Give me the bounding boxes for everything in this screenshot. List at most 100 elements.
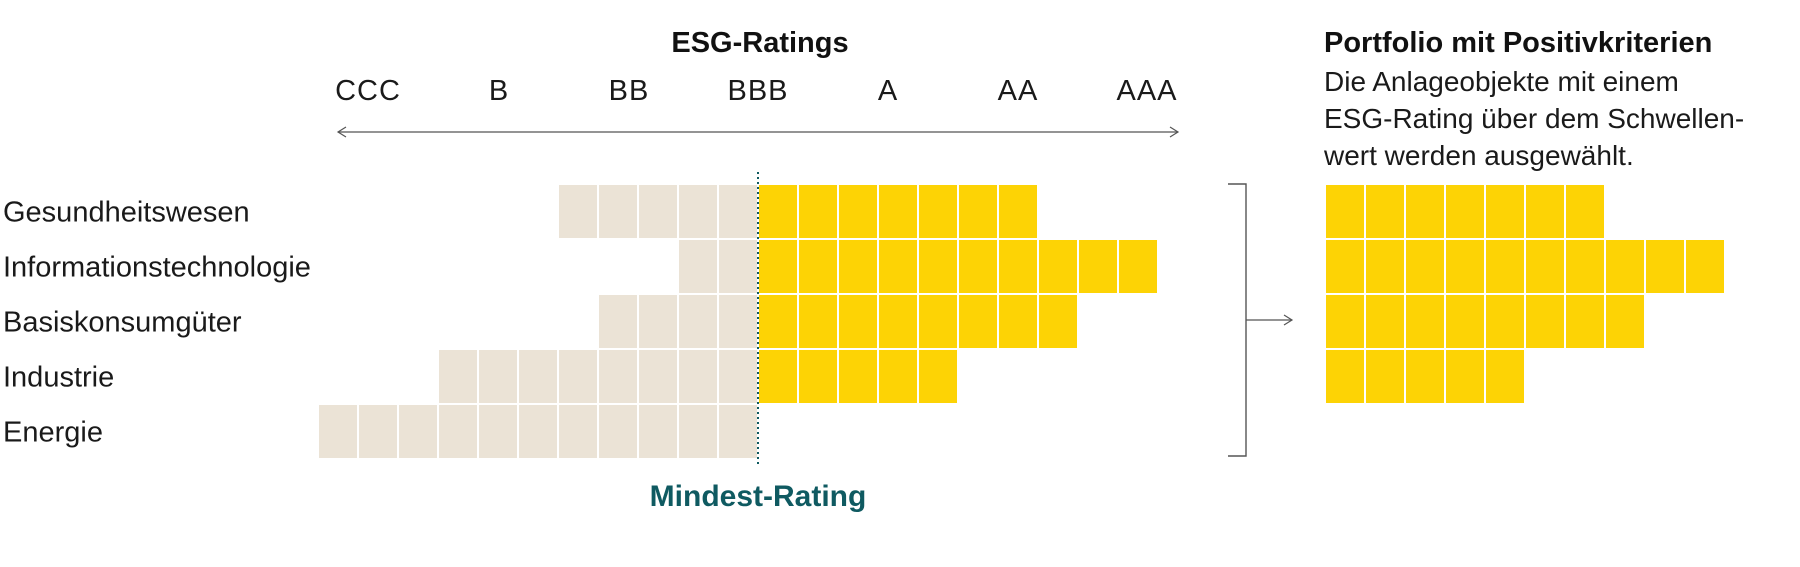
above-threshold-block (879, 295, 917, 348)
below-threshold-block (719, 295, 757, 348)
rating-axis-arrow (336, 126, 1180, 138)
below-threshold-block (719, 185, 757, 238)
rating-label-bb: BB (609, 75, 650, 107)
below-threshold-block (679, 185, 717, 238)
below-threshold-block (559, 405, 597, 458)
above-threshold-block (919, 240, 957, 293)
above-threshold-block (879, 350, 917, 403)
above-threshold-block (759, 240, 797, 293)
portfolio-row (1326, 240, 1724, 293)
above-threshold-block (839, 350, 877, 403)
portfolio-block (1366, 295, 1404, 348)
below-threshold-block (439, 350, 477, 403)
above-threshold-block (759, 350, 797, 403)
rating-label-ccc: CCC (335, 75, 401, 107)
above-threshold-block (919, 295, 957, 348)
selection-arrow (1246, 314, 1294, 326)
rating-label-aaa: AAA (1116, 75, 1177, 107)
sector-row: Informationstechnologie (3, 240, 1157, 293)
portfolio-block (1486, 185, 1524, 238)
rating-label-a: A (878, 75, 898, 107)
portfolio-block (1446, 240, 1484, 293)
portfolio-block (1486, 350, 1524, 403)
portfolio-block (1406, 295, 1444, 348)
threshold-label: Mindest-Rating (650, 480, 867, 513)
below-threshold-block (599, 350, 637, 403)
above-threshold-block (839, 240, 877, 293)
sector-label: Energie (3, 417, 103, 449)
below-threshold-block (639, 405, 677, 458)
sector-row: Basiskonsumgüter (3, 295, 1077, 348)
below-threshold-block (599, 405, 637, 458)
above-threshold-block (759, 295, 797, 348)
above-threshold-block (919, 185, 957, 238)
rating-label-aa: AA (998, 75, 1039, 107)
portfolio-block (1366, 350, 1404, 403)
portfolio-block (1446, 350, 1484, 403)
portfolio-block (1366, 185, 1404, 238)
portfolio-block (1326, 350, 1364, 403)
portfolio-row (1326, 350, 1524, 403)
above-threshold-block (879, 240, 917, 293)
below-threshold-block (679, 405, 717, 458)
below-threshold-block (599, 185, 637, 238)
below-threshold-block (319, 405, 357, 458)
selection-bracket (1228, 183, 1247, 457)
portfolio-block (1406, 350, 1444, 403)
below-threshold-block (559, 350, 597, 403)
below-threshold-block (559, 185, 597, 238)
above-threshold-block (959, 240, 997, 293)
below-threshold-block (599, 295, 637, 348)
below-threshold-block (439, 405, 477, 458)
portfolio-row (1326, 185, 1604, 238)
portfolio-block (1486, 295, 1524, 348)
above-threshold-block (999, 295, 1037, 348)
below-threshold-block (519, 350, 557, 403)
sector-label: Basiskonsumgüter (3, 307, 242, 339)
portfolio-description-line-3: wert werden ausgewählt. (1323, 140, 1634, 171)
portfolio-block (1566, 240, 1604, 293)
rating-label-b: B (489, 75, 509, 107)
portfolio-block (1526, 240, 1564, 293)
below-threshold-block (719, 350, 757, 403)
below-threshold-block (399, 405, 437, 458)
below-threshold-block (639, 295, 677, 348)
portfolio-block (1606, 240, 1644, 293)
portfolio-block (1566, 295, 1604, 348)
portfolio-block (1686, 240, 1724, 293)
portfolio-block (1606, 295, 1644, 348)
below-threshold-block (719, 405, 757, 458)
below-threshold-block (679, 295, 717, 348)
rating-label-bbb: BBB (727, 75, 788, 107)
below-threshold-block (679, 350, 717, 403)
sector-label: Industrie (3, 362, 114, 394)
portfolio-block (1486, 240, 1524, 293)
below-threshold-block (639, 185, 677, 238)
below-threshold-block (719, 240, 757, 293)
below-threshold-block (679, 240, 717, 293)
below-threshold-block (639, 350, 677, 403)
portfolio-title: Portfolio mit Positivkriterien (1324, 27, 1712, 59)
sector-row: Gesundheitswesen (3, 185, 1037, 238)
portfolio-block (1446, 295, 1484, 348)
above-threshold-block (999, 185, 1037, 238)
chart-title: ESG-Ratings (671, 27, 848, 59)
sector-row: Energie (3, 405, 757, 458)
above-threshold-block (1039, 295, 1077, 348)
sector-label: Gesundheitswesen (3, 197, 250, 229)
portfolio-block (1446, 185, 1484, 238)
above-threshold-block (919, 350, 957, 403)
above-threshold-block (759, 185, 797, 238)
portfolio-description-line-1: Die Anlageobjekte mit einem (1324, 66, 1679, 97)
below-threshold-block (479, 405, 517, 458)
portfolio-blocks (1326, 185, 1724, 403)
sector-label: Informationstechnologie (3, 252, 311, 284)
sector-row: Industrie (3, 350, 957, 403)
above-threshold-block (1079, 240, 1117, 293)
above-threshold-block (959, 295, 997, 348)
above-threshold-block (799, 185, 837, 238)
portfolio-block (1646, 240, 1684, 293)
portfolio-block (1406, 240, 1444, 293)
